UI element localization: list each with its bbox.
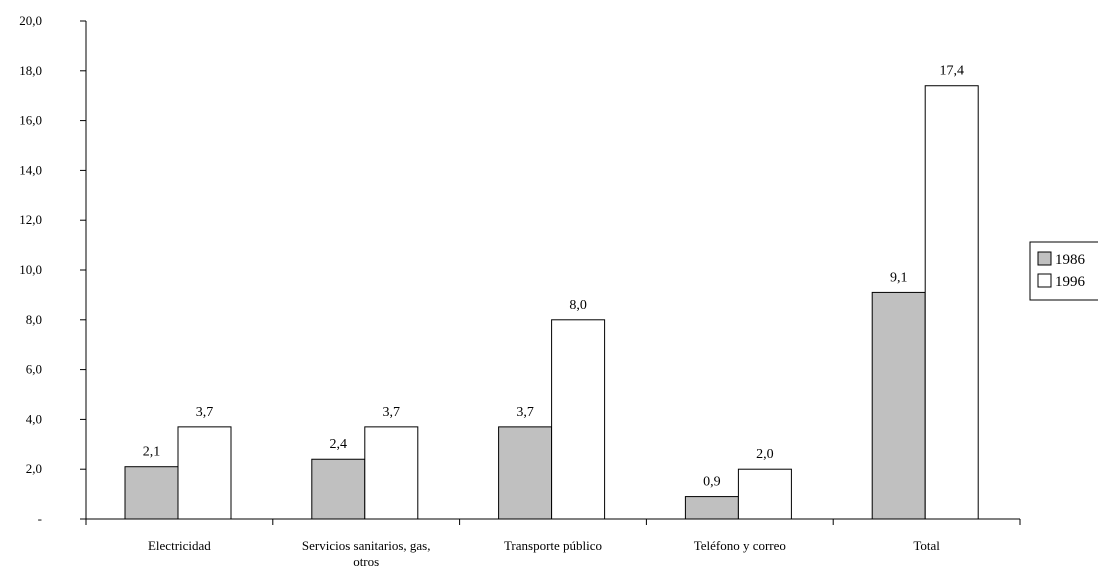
- y-tick-label: 18,0: [19, 63, 42, 78]
- category-label: Electricidad: [148, 538, 211, 553]
- bar-1986: [124, 466, 179, 520]
- data-label: 8,0: [569, 298, 587, 313]
- bar-1996: [177, 426, 232, 520]
- bar-1986: [498, 426, 553, 520]
- data-label: 2,1: [143, 445, 161, 460]
- category-label: Servicios sanitarios, gas, otros: [302, 538, 431, 568]
- bar-1986: [311, 458, 366, 520]
- y-tick-label: 8,0: [26, 312, 42, 327]
- y-tick-label: 14,0: [19, 162, 42, 177]
- data-label: 2,0: [756, 447, 774, 462]
- bar-1986: [684, 496, 739, 520]
- data-label: 17,4: [939, 64, 964, 79]
- category-label: Teléfono y correo: [694, 538, 786, 553]
- category-label: Transporte público: [504, 538, 602, 553]
- data-label: 3,7: [383, 405, 401, 420]
- y-tick-label: 4,0: [26, 411, 42, 426]
- y-tick-label: 6,0: [26, 362, 42, 377]
- bars: [124, 85, 979, 520]
- legend-label: 1996: [1055, 274, 1086, 290]
- x-axis: Electricidad Servicios sanitarios, gas, ot…: [85, 518, 1021, 568]
- legend-box: [1029, 241, 1098, 301]
- data-label: 0,9: [703, 475, 721, 490]
- legend: 1986 1996: [1029, 241, 1098, 301]
- y-tick-label: 20,0: [19, 13, 42, 28]
- data-label: 9,1: [890, 270, 908, 285]
- data-labels: 2,1 2,4 3,7 0,9 9,1 3,7 3,7 8,0 2,0 17,4: [143, 64, 964, 490]
- y-tick-label: 2,0: [26, 461, 42, 476]
- y-tick-label: 16,0: [19, 113, 42, 128]
- legend-swatch: [1037, 273, 1052, 288]
- bar-1986: [871, 291, 926, 520]
- bar-1996: [737, 468, 792, 520]
- y-axis: - 2,0 4,0 6,0 8,0 10,0 12,0 14,0 16,0 18,0 20,0: [19, 13, 87, 526]
- y-tick-label: 10,0: [19, 262, 42, 277]
- y-tick-label: -: [38, 511, 42, 526]
- data-label: 3,7: [516, 405, 534, 420]
- data-label: 2,4: [330, 437, 348, 452]
- bar-1996: [551, 319, 606, 520]
- legend-swatch: [1037, 251, 1052, 266]
- category-label: Total: [913, 538, 940, 553]
- bar-1996: [924, 85, 979, 520]
- bar-1996: [364, 426, 419, 520]
- y-tick-label: 12,0: [19, 212, 42, 227]
- data-label: 3,7: [196, 405, 214, 420]
- legend-label: 1986: [1055, 252, 1086, 268]
